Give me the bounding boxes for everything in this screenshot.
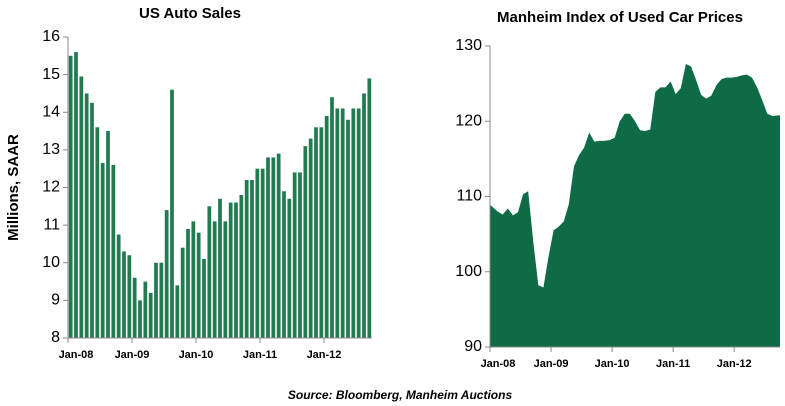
- bar: [303, 146, 308, 338]
- bar: [154, 262, 158, 338]
- bar: [138, 300, 142, 338]
- x-tick-label: Jan-10: [179, 349, 214, 361]
- bar: [95, 127, 100, 338]
- bar: [319, 127, 324, 338]
- bar: [282, 191, 286, 338]
- y-tick-label: 90: [464, 338, 482, 355]
- bar: [314, 127, 318, 338]
- source-note: Source: Bloomberg, Manheim Auctions: [288, 388, 513, 402]
- bar: [111, 164, 116, 338]
- bar: [132, 277, 137, 338]
- bar: [116, 234, 121, 338]
- y-tick-label: 120: [455, 112, 482, 129]
- bar: [207, 206, 212, 338]
- x-tick-label: Jan-08: [481, 358, 516, 370]
- bar: [367, 78, 372, 338]
- bar: [260, 168, 265, 338]
- bar: [308, 138, 313, 338]
- bar: [159, 262, 164, 338]
- bar: [127, 255, 132, 338]
- bar: [346, 119, 350, 339]
- y-tick-label: 14: [42, 103, 60, 120]
- bar: [250, 179, 254, 338]
- bar: [202, 258, 206, 338]
- bar: [79, 76, 84, 338]
- y-tick-label: 13: [42, 141, 60, 158]
- bar: [292, 172, 297, 338]
- bar: [223, 221, 228, 338]
- bar: [234, 202, 238, 338]
- x-tick-label: Jan-11: [243, 349, 277, 361]
- y-axis-label: Millions, SAAR: [5, 134, 22, 241]
- bar: [239, 195, 244, 338]
- bar: [228, 202, 233, 338]
- bar: [186, 228, 190, 338]
- y-tick-label: 130: [455, 37, 482, 54]
- bar: [330, 97, 334, 338]
- bar: [340, 108, 345, 338]
- bar: [90, 102, 94, 338]
- y-tick-label: 110: [456, 188, 482, 205]
- x-tick-label: Jan-09: [115, 349, 150, 361]
- y-tick-label: 12: [42, 179, 60, 196]
- bar: [335, 108, 340, 338]
- bar: [218, 198, 222, 338]
- x-tick-label: Jan-12: [307, 349, 342, 361]
- y-tick-label: 100: [455, 263, 482, 280]
- chart-title: US Auto Sales: [139, 5, 241, 22]
- x-tick-label: Jan-11: [656, 358, 690, 370]
- y-tick-label: 11: [43, 216, 60, 233]
- bar: [212, 221, 217, 338]
- bar: [84, 93, 89, 338]
- bar: [362, 93, 366, 338]
- bar: [255, 168, 260, 338]
- bar: [191, 221, 196, 338]
- x-tick-label: Jan-10: [595, 358, 630, 370]
- bar: [175, 285, 180, 338]
- y-tick-label: 9: [51, 292, 60, 309]
- bar: [164, 210, 169, 338]
- bar: [122, 251, 126, 338]
- area: [490, 64, 780, 347]
- y-tick-label: 15: [42, 66, 60, 83]
- bar: [271, 157, 276, 338]
- bar: [180, 247, 185, 338]
- bar: [324, 116, 329, 338]
- bar: [106, 131, 110, 338]
- bar: [148, 292, 153, 338]
- x-tick-label: Jan-08: [59, 349, 94, 361]
- y-tick-label: 8: [51, 329, 60, 346]
- chart-title: Manheim Index of Used Car Prices: [497, 9, 743, 26]
- bar: [356, 108, 361, 338]
- bar: [143, 281, 148, 338]
- bar: [74, 52, 78, 339]
- bar: [298, 172, 302, 338]
- bar: [351, 108, 356, 338]
- y-tick-label: 16: [42, 28, 60, 45]
- x-tick-label: Jan-09: [534, 358, 569, 370]
- bar: [100, 163, 105, 338]
- bar: [276, 153, 281, 338]
- bar: [68, 55, 73, 338]
- bar: [244, 179, 249, 338]
- bar: [287, 198, 292, 338]
- bar: [170, 89, 174, 338]
- x-tick-label: Jan-12: [717, 358, 752, 370]
- y-tick-label: 10: [42, 254, 60, 271]
- bar: [266, 157, 270, 338]
- bar: [196, 232, 201, 338]
